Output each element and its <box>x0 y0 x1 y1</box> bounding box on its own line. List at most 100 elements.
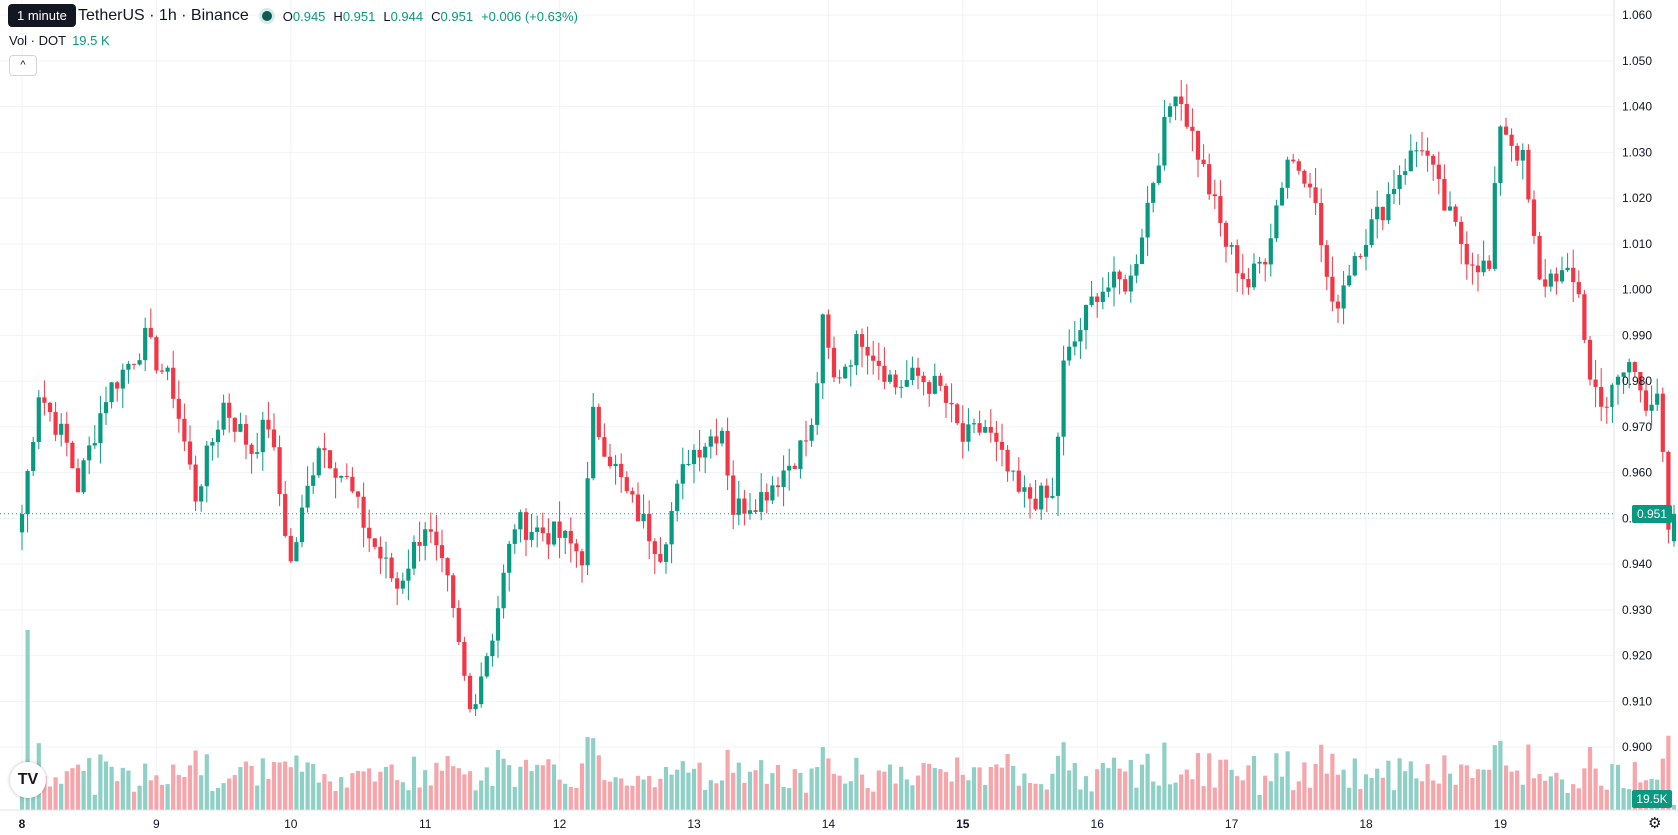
candle-body <box>288 535 293 562</box>
candle-body <box>87 445 92 461</box>
collapse-legend-button[interactable]: ^ <box>9 55 37 76</box>
candle-body <box>1207 164 1212 195</box>
candle-body <box>714 436 719 444</box>
symbol-legend: TetherUS · 1h · Binance O0.945 H0.951 L0… <box>78 7 578 25</box>
candle-body <box>451 575 456 608</box>
candle-body <box>333 468 338 478</box>
volume-bar <box>1212 787 1217 810</box>
candle-body <box>1313 187 1318 203</box>
volume-bar <box>792 769 797 810</box>
candle-body <box>148 327 153 338</box>
candle-body <box>899 386 904 388</box>
volume-bar <box>938 769 943 810</box>
candle-body <box>311 475 316 486</box>
y-tick-label: 1.010 <box>1622 237 1652 251</box>
volume-bar <box>803 792 809 810</box>
candle-body <box>1050 495 1055 498</box>
candle-body <box>490 640 495 657</box>
candle-body <box>927 382 932 394</box>
candle-body <box>1587 339 1593 380</box>
candle-body <box>243 423 249 445</box>
candle-body <box>1212 194 1217 197</box>
volume-bar <box>1274 753 1279 810</box>
candle-body <box>417 541 422 546</box>
volume-bar <box>182 777 187 810</box>
volume-bar <box>915 775 921 810</box>
volume-bar <box>546 759 551 810</box>
candle-body <box>1431 155 1436 165</box>
candle-body <box>1263 261 1268 265</box>
volume-bar <box>400 782 405 810</box>
gear-icon[interactable]: ⚙ <box>1648 815 1662 832</box>
volume-bar <box>333 791 338 810</box>
volume-bar <box>473 790 478 810</box>
candle-body <box>131 363 137 365</box>
candle-body <box>1627 362 1632 373</box>
candle-body <box>815 383 820 425</box>
volume-legend[interactable]: Vol · DOT 19.5 K <box>9 33 110 48</box>
candle-body <box>1184 103 1189 127</box>
candle-body <box>1386 194 1391 221</box>
candle-body <box>1403 171 1408 175</box>
candle-body <box>92 443 97 446</box>
market-status-icon[interactable] <box>258 8 275 24</box>
volume-bar <box>770 773 775 810</box>
volume-bar <box>703 790 708 810</box>
candle-body <box>199 486 204 502</box>
volume-bar <box>977 767 982 810</box>
volume-bar <box>322 774 327 810</box>
candle-body <box>1324 245 1329 277</box>
candle-body <box>109 382 114 403</box>
tradingview-logo-icon[interactable]: TV <box>10 762 46 798</box>
candle-body <box>1503 126 1509 135</box>
candle-body <box>1531 199 1537 236</box>
candle-body <box>635 494 641 522</box>
candle-body <box>1011 470 1016 472</box>
candle-body <box>764 492 769 501</box>
symbol-title[interactable]: TetherUS · 1h · Binance <box>78 7 249 24</box>
candle-body <box>512 529 517 544</box>
volume-bar <box>887 764 893 810</box>
candle-body <box>820 314 825 384</box>
candle-body <box>19 514 25 533</box>
volume-bar <box>171 764 176 810</box>
volume-bar <box>1111 757 1117 810</box>
candle-body <box>809 424 814 441</box>
candle-body <box>1039 485 1044 510</box>
volume-bar <box>92 794 97 810</box>
volume-bar <box>221 783 226 810</box>
candle-body <box>619 463 624 478</box>
x-tick-label: 12 <box>553 817 567 831</box>
volume-bar <box>1464 765 1469 810</box>
candle-body <box>238 423 243 432</box>
candle-body <box>1218 196 1223 223</box>
candle-body <box>686 464 691 466</box>
volume-bar <box>1117 768 1122 810</box>
candle-body <box>1279 187 1285 206</box>
candle-body <box>283 494 288 536</box>
y-tick-label: 0.960 <box>1622 466 1652 480</box>
candle-body <box>1447 206 1453 211</box>
volume-bar <box>1319 744 1324 810</box>
ohlc-high: H0.951 <box>333 8 376 24</box>
volume-bar <box>535 764 540 810</box>
volume-bar <box>1537 773 1542 810</box>
candle-body <box>719 430 725 444</box>
candle-body <box>932 375 937 394</box>
volume-bar <box>837 775 842 810</box>
candle-body <box>479 676 484 705</box>
candle-body <box>232 417 237 432</box>
y-tick-label: 0.910 <box>1622 694 1652 708</box>
candle-body <box>1571 267 1576 283</box>
volume-bar <box>1599 785 1604 810</box>
volume-bar <box>344 787 349 810</box>
candle-body <box>585 478 590 566</box>
candle-body <box>1078 330 1083 342</box>
candle-body <box>887 374 893 382</box>
candle-body <box>1268 238 1273 265</box>
volume-bar <box>103 761 109 810</box>
volume-bar <box>1201 786 1206 810</box>
volume-bar <box>865 788 870 810</box>
candle-body <box>854 334 859 366</box>
